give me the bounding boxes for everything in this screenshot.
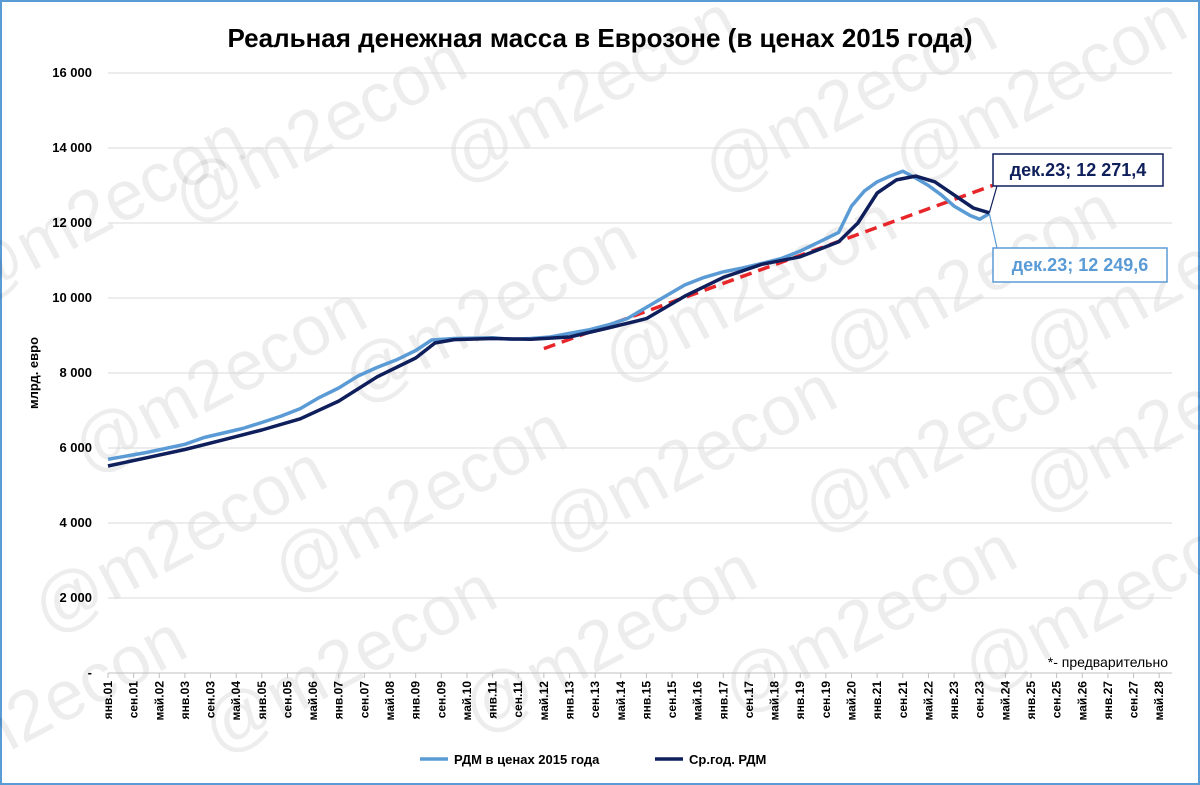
x-tick-label: янв.11 (486, 681, 500, 719)
x-tick-label: май.22 (921, 681, 935, 721)
x-tick-label: май.26 (1075, 681, 1089, 721)
x-tick-label: сен.13 (588, 681, 602, 719)
x-tick-label: сен.15 (665, 681, 679, 719)
x-tick-label: май.20 (845, 681, 859, 721)
callout-leader (988, 185, 998, 213)
x-tick-label: сен.07 (357, 681, 371, 719)
x-tick-label: май.24 (998, 681, 1012, 721)
legend-item-avg: Ср.год. РДМ (655, 752, 766, 767)
gridlines (108, 72, 1172, 599)
x-tick-label: май.14 (614, 681, 628, 721)
x-tick-label: янв.13 (562, 681, 576, 720)
y-tick-label: - (88, 665, 92, 680)
y-tick-label: 2 000 (59, 590, 92, 605)
x-tick-label: сен.01 (127, 681, 141, 719)
y-tick-label: 14 000 (52, 140, 92, 155)
x-tick-label: май.06 (306, 681, 320, 721)
series-line-avg (107, 174, 990, 468)
x-tick-label: май.16 (691, 681, 705, 721)
x-tick-label: май.28 (1152, 681, 1166, 721)
y-tick-label: 6 000 (59, 440, 92, 455)
y-tick-label: 12 000 (52, 215, 92, 230)
x-tick-label: май.04 (229, 681, 243, 721)
x-tick-label: сен.23 (973, 681, 987, 719)
x-tick-label: янв.07 (332, 681, 346, 720)
callout-box (992, 153, 1164, 187)
x-tick-label: май.18 (768, 681, 782, 721)
watermark-text: @m2econ (329, 199, 648, 418)
x-tick-label: янв.27 (1101, 681, 1115, 720)
x-tick-label: янв.17 (716, 681, 730, 720)
x-tick-label: сен.25 (1050, 681, 1064, 719)
x-tick-label: янв.01 (101, 681, 115, 720)
x-axis-ticks: янв.01 сен.01 май.02 янв.03 сен.03 май.04 янв.… (101, 673, 1166, 720)
callouts: дек.23; 12 271,4 дек.23; 12 249,6 (988, 153, 1168, 283)
callout-leader (988, 213, 998, 249)
callout-label: дек.23; 12 249,6 (1012, 255, 1149, 275)
y-tick-label: 10 000 (52, 290, 92, 305)
x-tick-label: сен.27 (1127, 681, 1141, 719)
y-tick-label: 8 000 (59, 365, 92, 380)
legend: РДМ в ценах 2015 года Ср.год. РДМ (420, 752, 766, 767)
callout-rdm: дек.23; 12 249,6 (988, 213, 1168, 283)
x-tick-label: янв.19 (793, 681, 807, 720)
y-tick-label: 16 000 (52, 65, 92, 80)
series-lines (107, 169, 994, 468)
callout-avg: дек.23; 12 271,4 (988, 153, 1164, 213)
x-tick-label: сен.17 (742, 681, 756, 719)
x-tick-label: янв.23 (947, 681, 961, 720)
y-axis-ticks: - 2 000 4 000 6 000 8 000 10 000 12 000 14 000 1… (52, 65, 92, 680)
callout-label: дек.23; 12 271,4 (1010, 160, 1147, 180)
x-tick-label: май.08 (383, 681, 397, 721)
preliminary-note: *- предварительно (1048, 654, 1168, 670)
x-tick-label: янв.25 (1024, 681, 1038, 720)
x-tick-label: сен.21 (896, 681, 910, 719)
legend-item-rdm: РДМ в ценах 2015 года (420, 752, 600, 767)
x-tick-label: май.02 (152, 681, 166, 721)
x-tick-label: янв.15 (639, 681, 653, 720)
series-line-rdm (107, 169, 991, 462)
legend-label: Ср.год. РДМ (689, 752, 766, 767)
x-tick-label: янв.05 (255, 681, 269, 720)
x-tick-label: сен.19 (819, 681, 833, 719)
watermark-text: @m2econ (189, 549, 508, 768)
x-tick-label: май.10 (460, 681, 474, 721)
x-tick-label: янв.03 (178, 681, 192, 720)
x-tick-label: сен.11 (511, 681, 525, 718)
y-axis-label: млрд. евро (26, 337, 41, 409)
x-tick-label: янв.09 (409, 681, 423, 720)
x-tick-label: сен.03 (204, 681, 218, 719)
watermark-text: @m2econ (59, 269, 378, 488)
x-tick-label: янв.21 (870, 681, 884, 720)
chart-title: Реальная денежная масса в Еврозоне (в це… (227, 23, 972, 53)
callout-box (992, 247, 1168, 283)
x-tick-label: сен.05 (280, 681, 294, 719)
x-tick-label: май.12 (537, 681, 551, 721)
x-tick-label: сен.09 (434, 681, 448, 719)
watermark-text: @m2econ (0, 599, 198, 785)
legend-label: РДМ в ценах 2015 года (454, 752, 600, 767)
y-tick-label: 4 000 (59, 515, 92, 530)
